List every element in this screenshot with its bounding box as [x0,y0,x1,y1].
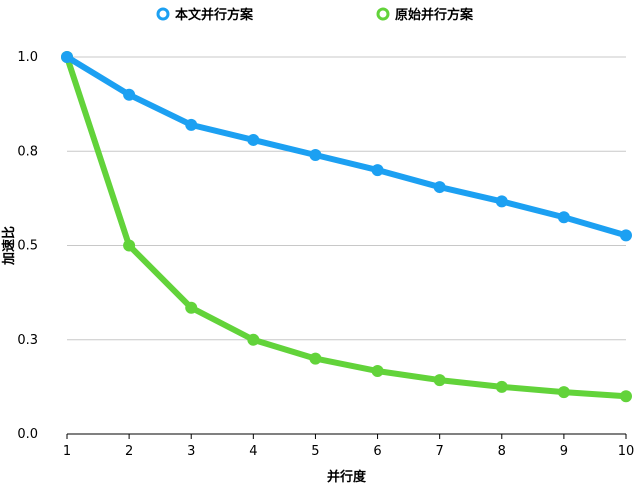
y-tick-label: 0.3 [17,333,38,348]
data-point [247,333,260,346]
x-tick-label: 4 [249,444,257,459]
data-point [620,390,632,403]
data-point [309,352,322,365]
legend: 本文并行方案 原始并行方案 [156,7,474,23]
data-point [247,133,260,146]
legend-item: 本文并行方案 [156,7,254,23]
data-point [123,88,136,101]
x-tick-label: 8 [498,444,506,459]
data-point [433,181,446,194]
series-layer [61,51,632,403]
data-point [557,211,570,224]
x-axis-title: 并行度 [327,469,367,485]
x-tick-label: 3 [187,444,195,459]
legend-label: 原始并行方案 [395,7,474,23]
data-point [371,164,384,177]
axes-layer: 0.0 0.3 0.5 0.8 1.0 1 2 3 4 5 6 7 8 9 10 [17,50,634,459]
data-point [61,51,73,63]
y-tick-label: 0.5 [17,239,38,254]
y-tick-label: 1.0 [17,50,38,65]
x-tick-label: 10 [618,444,635,459]
data-point [309,149,322,162]
data-point [185,301,198,314]
data-point [557,386,570,399]
y-tick-label: 0.0 [17,427,38,442]
series-line [64,54,629,239]
y-tick-label: 0.8 [17,144,38,159]
x-tick-label: 1 [63,444,71,459]
legend-label: 本文并行方案 [175,7,254,23]
data-point [433,374,446,387]
x-tick-label: 6 [373,444,381,459]
legend-marker-icon [376,7,390,21]
x-tick-label: 2 [125,444,133,459]
x-tick-label: 9 [560,444,568,459]
grid-layer [67,56,626,341]
x-tick-label: 7 [436,444,444,459]
legend-item: 原始并行方案 [376,7,474,23]
series-1 [61,51,632,242]
y-axis-title: 加速比 [1,226,17,266]
data-point [495,195,508,208]
data-point [495,380,508,393]
series-line [64,54,629,400]
data-point [185,118,198,131]
legend-marker-icon [156,7,170,21]
x-tick-label: 5 [311,444,319,459]
data-point [371,365,384,378]
data-point [123,239,136,252]
data-point [620,229,632,242]
